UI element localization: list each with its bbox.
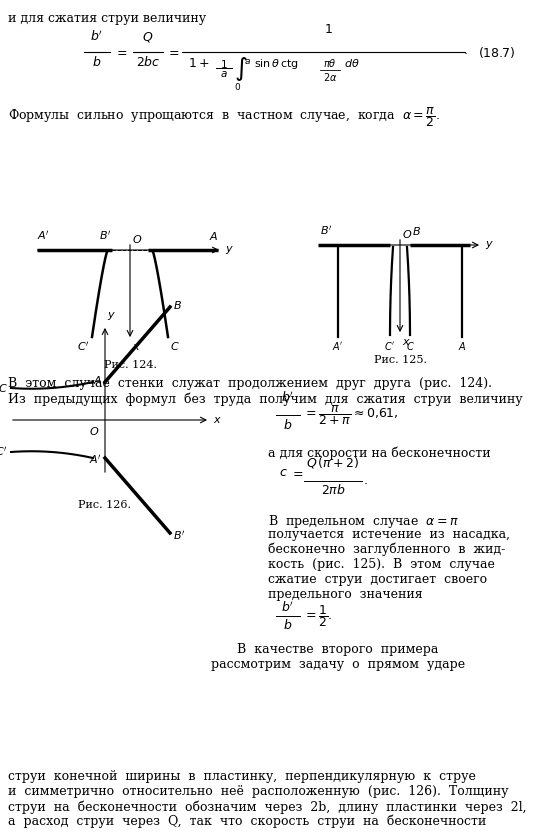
Text: $(18.7)$: $(18.7)$ bbox=[478, 44, 515, 60]
Text: Из  предыдущих  формул  без  труда  получим  для  сжатия  струи  величину: Из предыдущих формул без труда получим д… bbox=[8, 393, 523, 407]
Text: получается  истечение  из  насадка,: получается истечение из насадка, bbox=[268, 528, 510, 541]
Text: $A'$: $A'$ bbox=[332, 340, 344, 352]
Text: $=\dfrac{\pi}{2+\pi}\approx 0{,}61,$: $=\dfrac{\pi}{2+\pi}\approx 0{,}61,$ bbox=[303, 403, 399, 427]
Text: $\pi\theta$: $\pi\theta$ bbox=[323, 57, 337, 69]
Text: Рис. 125.: Рис. 125. bbox=[374, 355, 426, 365]
Text: $=$: $=$ bbox=[114, 45, 128, 59]
Text: $=$: $=$ bbox=[290, 466, 304, 479]
Text: $b$: $b$ bbox=[284, 418, 292, 432]
Text: $a$: $a$ bbox=[220, 69, 228, 79]
Text: бесконечно  заглубленного  в  жид-: бесконечно заглубленного в жид- bbox=[268, 543, 505, 556]
Text: $C$: $C$ bbox=[0, 382, 8, 394]
Text: $y$: $y$ bbox=[485, 239, 494, 251]
Text: $x$: $x$ bbox=[402, 337, 411, 347]
Text: $c$: $c$ bbox=[279, 466, 288, 479]
Text: предельного  значения: предельного значения bbox=[268, 588, 423, 601]
Text: $Q\,(\pi+2)$: $Q\,(\pi+2)$ bbox=[306, 455, 360, 470]
Text: $b$: $b$ bbox=[92, 55, 102, 69]
Text: В  этом  случае  стенки  служат  продолжением  друг  друга  (рис.  124).: В этом случае стенки служат продолжением… bbox=[8, 377, 492, 390]
Text: $b'$: $b'$ bbox=[281, 390, 295, 405]
Text: рассмотрим  задачу  о  прямом  ударе: рассмотрим задачу о прямом ударе bbox=[211, 658, 465, 671]
Text: $\int$: $\int$ bbox=[234, 55, 248, 83]
Text: кость  (рис.  125).  В  этом  случае: кость (рис. 125). В этом случае bbox=[268, 558, 495, 571]
Text: а для скорости на бесконечности: а для скорости на бесконечности bbox=[268, 447, 490, 461]
Text: струи  конечной  ширины  в  пластинку,  перпендикулярную  к  струе: струи конечной ширины в пластинку, перпе… bbox=[8, 770, 476, 783]
Text: $=\dfrac{1}{2}.$: $=\dfrac{1}{2}.$ bbox=[303, 603, 332, 629]
Text: В  качестве  второго  примера: В качестве второго примера bbox=[237, 643, 439, 656]
Text: $O$: $O$ bbox=[132, 233, 142, 245]
Text: $A$: $A$ bbox=[208, 230, 218, 242]
Text: $A$: $A$ bbox=[92, 374, 102, 386]
Text: $C$: $C$ bbox=[170, 340, 180, 352]
Text: $2\alpha$: $2\alpha$ bbox=[322, 71, 337, 83]
Text: $C'$: $C'$ bbox=[0, 446, 8, 458]
Text: $b$: $b$ bbox=[284, 618, 292, 632]
Text: $A$: $A$ bbox=[458, 340, 466, 352]
Text: $1$: $1$ bbox=[324, 23, 332, 36]
Text: $=$: $=$ bbox=[166, 45, 180, 59]
Text: $.$: $.$ bbox=[463, 44, 468, 56]
Text: $C'$: $C'$ bbox=[384, 340, 396, 352]
Text: Рис. 124.: Рис. 124. bbox=[103, 360, 156, 370]
Text: $y$: $y$ bbox=[225, 244, 234, 256]
Text: $1$: $1$ bbox=[220, 58, 228, 70]
Text: Рис. 126.: Рис. 126. bbox=[78, 500, 132, 510]
Text: $O$: $O$ bbox=[89, 425, 99, 437]
Text: $B$: $B$ bbox=[173, 299, 182, 311]
Text: а  расход  струи  через  Q,  так  что  скорость  струи  на  бесконечности: а расход струи через Q, так что скорость… bbox=[8, 815, 486, 828]
Text: $\sin\theta\,\mathrm{ctg}$: $\sin\theta\,\mathrm{ctg}$ bbox=[254, 57, 299, 71]
Text: $A'$: $A'$ bbox=[89, 454, 102, 466]
Text: $B$: $B$ bbox=[412, 225, 421, 237]
Text: $A'$: $A'$ bbox=[37, 229, 50, 242]
Text: $d\theta$: $d\theta$ bbox=[344, 57, 360, 69]
Text: Формулы  сильно  упрощаются  в  частном  случае,  когда  $\alpha = \dfrac{\pi}{2: Формулы сильно упрощаются в частном случ… bbox=[8, 105, 440, 129]
Text: $C$: $C$ bbox=[406, 340, 414, 352]
Text: $a$: $a$ bbox=[244, 57, 251, 66]
Text: $x$: $x$ bbox=[213, 415, 222, 425]
Text: $b'$: $b'$ bbox=[281, 601, 295, 615]
Text: $y$: $y$ bbox=[107, 310, 116, 322]
Text: струи  на  бесконечности  обозначим  через  2b,  длину  пластинки  через  2l,: струи на бесконечности обозначим через 2… bbox=[8, 800, 527, 814]
Text: $x$: $x$ bbox=[132, 342, 141, 352]
Text: и для сжатия струи величину: и для сжатия струи величину bbox=[8, 12, 206, 25]
Text: $C'$: $C'$ bbox=[77, 340, 90, 353]
Text: $0$: $0$ bbox=[234, 81, 241, 92]
Text: $.$: $.$ bbox=[363, 475, 368, 487]
Text: $1 +$: $1 +$ bbox=[188, 57, 210, 70]
Text: $B'$: $B'$ bbox=[98, 229, 111, 242]
Text: $B'$: $B'$ bbox=[173, 529, 186, 541]
Text: В  предельном  случае  $\alpha = \pi$: В предельном случае $\alpha = \pi$ bbox=[268, 513, 459, 530]
Text: $B'$: $B'$ bbox=[320, 224, 332, 237]
Text: $O$: $O$ bbox=[402, 228, 413, 240]
Text: и  симметрично  относительно  неё  расположенную  (рис.  126).  Толщину: и симметрично относительно неё расположе… bbox=[8, 785, 509, 798]
Text: $2bc$: $2bc$ bbox=[136, 55, 160, 69]
Text: $2\pi b$: $2\pi b$ bbox=[321, 483, 345, 497]
Text: сжатие  струи  достигает  своего: сжатие струи достигает своего bbox=[268, 573, 487, 586]
Text: $b'$: $b'$ bbox=[91, 29, 103, 44]
Text: $Q$: $Q$ bbox=[142, 30, 153, 44]
